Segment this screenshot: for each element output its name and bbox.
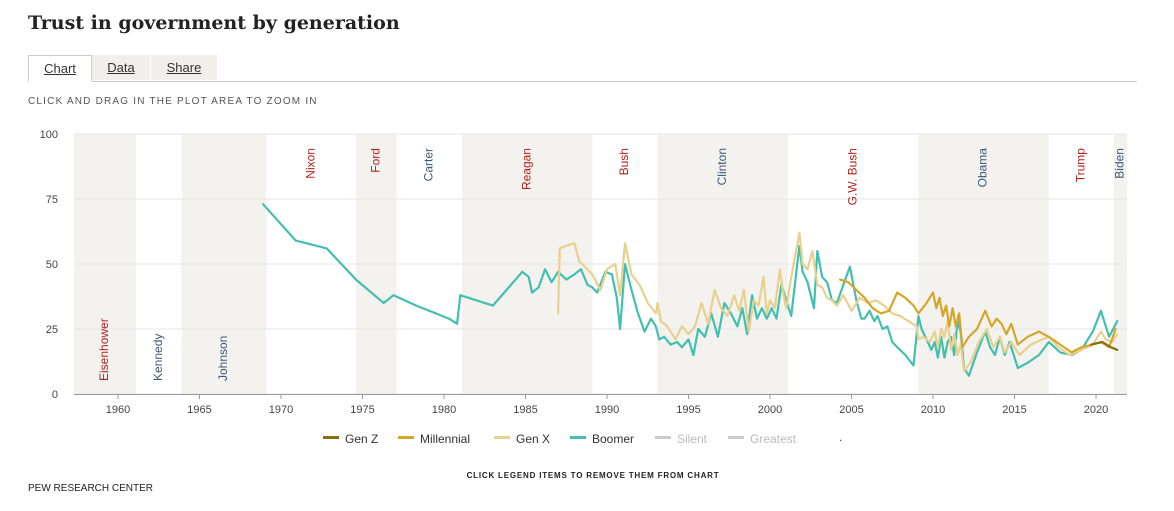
legend-swatch-silent bbox=[655, 436, 671, 440]
tab-share[interactable]: Share bbox=[151, 55, 217, 80]
source-credit: PEW RESEARCH CENTER bbox=[28, 483, 154, 494]
x-tick-label: 2020 bbox=[1084, 404, 1108, 416]
president-label-gwbush: G.W. Bush bbox=[845, 148, 859, 205]
president-label-kennedy: Kennedy bbox=[151, 334, 165, 381]
x-tick-label: 2005 bbox=[839, 404, 863, 416]
x-tick-label: 2000 bbox=[758, 404, 782, 416]
president-label-ford: Ford bbox=[369, 148, 383, 173]
y-tick-label: 0 bbox=[52, 389, 58, 401]
x-tick-label: 1990 bbox=[595, 404, 619, 416]
x-tick-label: 1980 bbox=[432, 404, 456, 416]
president-label-clinton: Clinton bbox=[715, 148, 729, 185]
president-labels: Eisenhower Kennedy Johnson Nixon Ford Carter R… bbox=[97, 148, 1127, 381]
legend-label-genz: Gen Z bbox=[345, 432, 379, 446]
series-lines bbox=[262, 203, 1119, 377]
x-tick-label: 1995 bbox=[676, 404, 700, 416]
president-label-johnson: Johnson bbox=[216, 336, 230, 381]
legend-label-boomer: Boomer bbox=[592, 432, 635, 446]
x-tick-label: 1975 bbox=[350, 404, 374, 416]
president-label-bush: Bush bbox=[617, 148, 631, 175]
president-label-biden: Biden bbox=[1113, 148, 1127, 179]
series-line-genz bbox=[1090, 340, 1119, 351]
zoom-instruction: CLICK AND DRAG IN THE PLOT AREA TO ZOOM … bbox=[28, 96, 318, 107]
y-tick-label: 100 bbox=[40, 129, 58, 141]
legend-label-silent: Silent bbox=[677, 432, 708, 446]
series-line-millennial bbox=[839, 278, 1117, 354]
x-tick-label: 1965 bbox=[187, 404, 211, 416]
legend-label-genx: Gen X bbox=[516, 432, 551, 446]
series-line-genx bbox=[557, 231, 1119, 372]
legend-item-boomer[interactable]: Boomer bbox=[570, 432, 634, 448]
x-tick-label: 1970 bbox=[269, 404, 293, 416]
legend-instruction: CLICK LEGEND ITEMS TO REMOVE THEM FROM C… bbox=[466, 471, 720, 480]
president-label-trump: Trump bbox=[1074, 148, 1088, 183]
chart-title: Trust in government by generation bbox=[28, 12, 400, 34]
x-axis: 1960 1965 1970 1975 1980 1985 1990 1995 2000 2005… bbox=[74, 394, 1127, 416]
x-tick-label: 1960 bbox=[106, 404, 130, 416]
legend-swatch-greatest bbox=[728, 436, 744, 440]
tab-data[interactable]: Data bbox=[92, 55, 150, 80]
legend-item-genx[interactable]: Gen X bbox=[494, 432, 550, 448]
legend: Gen Z Millennial Gen X Boomer Silent Gre… bbox=[0, 432, 1174, 448]
y-tick-label: 25 bbox=[46, 324, 58, 336]
legend-dot: . bbox=[839, 430, 843, 444]
tab-chart[interactable]: Chart bbox=[28, 55, 92, 82]
legend-label-greatest: Greatest bbox=[750, 432, 797, 446]
legend-label-millennial: Millennial bbox=[420, 432, 471, 446]
president-label-eisenhower: Eisenhower bbox=[97, 318, 111, 381]
y-tick-label: 50 bbox=[46, 259, 58, 271]
president-label-nixon: Nixon bbox=[303, 148, 317, 179]
legend-swatch-boomer bbox=[570, 436, 586, 440]
president-label-obama: Obama bbox=[976, 148, 990, 188]
x-tick-label: 2015 bbox=[1002, 404, 1026, 416]
x-tick-label: 1985 bbox=[513, 404, 537, 416]
president-label-carter: Carter bbox=[422, 148, 436, 181]
tab-bar: Chart Data Share bbox=[28, 55, 1137, 82]
y-axis: 0 25 50 75 100 bbox=[40, 129, 58, 401]
legend-item-genz[interactable]: Gen Z bbox=[323, 432, 378, 448]
legend-item-silent[interactable]: Silent bbox=[655, 432, 707, 448]
president-label-reagan: Reagan bbox=[519, 148, 533, 190]
y-tick-label: 75 bbox=[46, 194, 58, 206]
legend-swatch-millennial bbox=[398, 436, 414, 440]
legend-item-greatest[interactable]: Greatest bbox=[728, 432, 796, 448]
legend-swatch-genz bbox=[323, 436, 339, 440]
legend-swatch-genx bbox=[494, 436, 510, 440]
x-tick-label: 2010 bbox=[921, 404, 945, 416]
legend-item-millennial[interactable]: Millennial bbox=[398, 432, 470, 448]
